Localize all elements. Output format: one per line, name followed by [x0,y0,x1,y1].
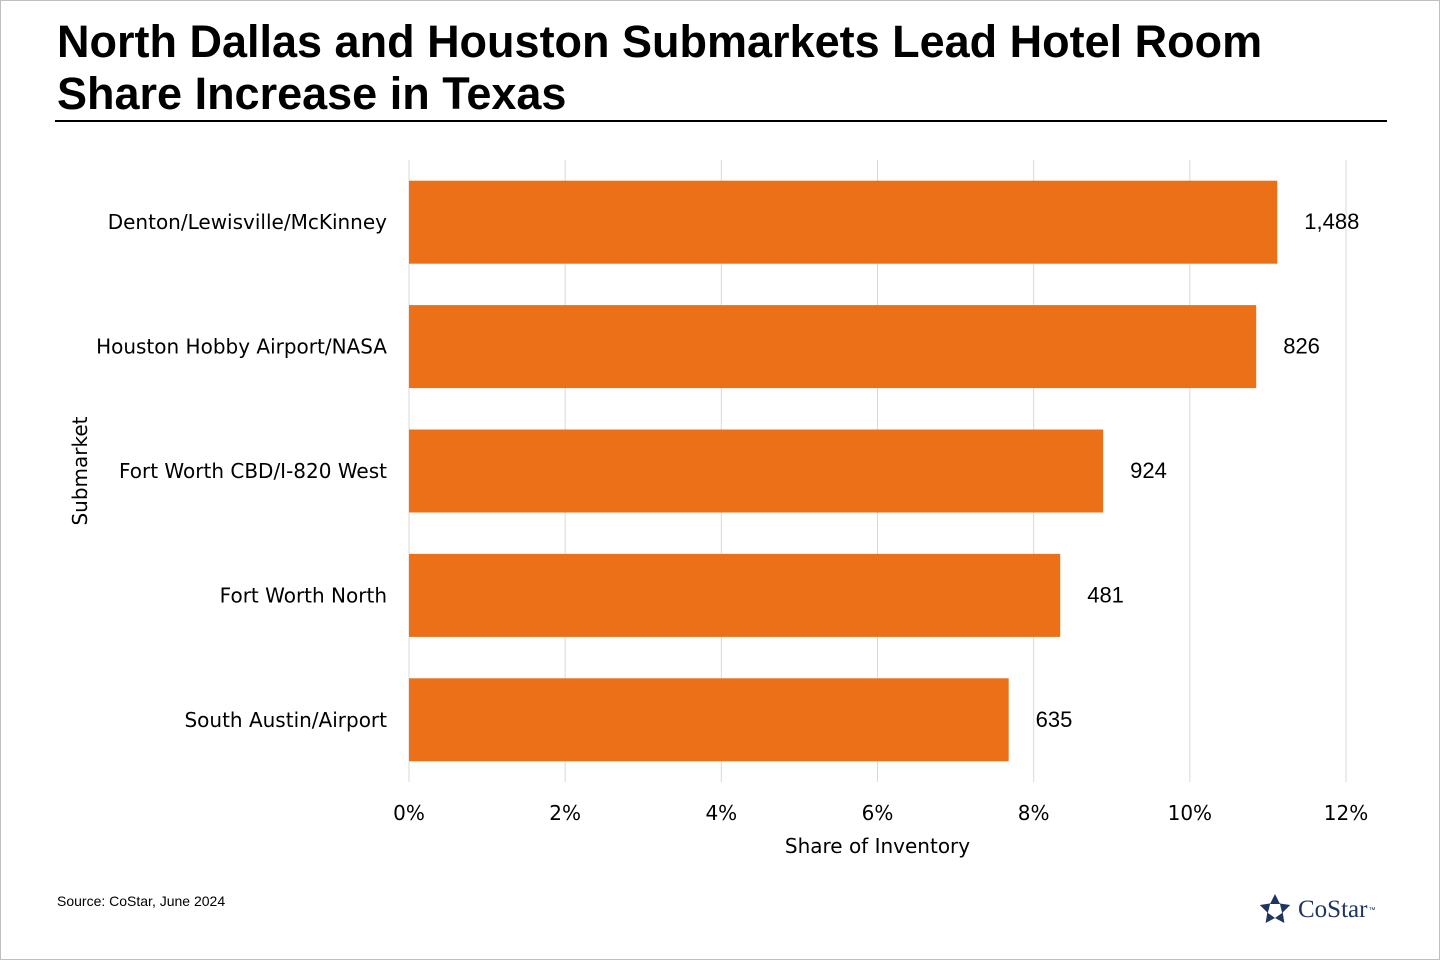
y-axis-title: Submarket [68,416,92,525]
x-tick-label: 0% [393,801,425,825]
x-tick-label: 10% [1168,801,1212,825]
category-label: Fort Worth North [220,583,387,607]
source-note: Source: CoStar, June 2024 [57,893,226,909]
trademark: ™ [1368,906,1376,914]
x-tick-label: 12% [1324,801,1368,825]
x-tick-label: 8% [1018,801,1050,825]
costar-logo: CoStar ™ [1258,892,1375,928]
x-tick-label: 2% [549,801,581,825]
bar [409,553,1061,637]
data-label: 1,488 [1304,209,1359,234]
bars [409,180,1278,762]
x-tick-label: 4% [705,801,737,825]
data-label: 635 [1036,707,1073,732]
x-tick-label: 6% [862,801,894,825]
costar-wordmark: CoStar [1298,896,1368,923]
bar [409,678,1009,762]
title-underline [55,120,1387,122]
data-label: 924 [1130,458,1167,483]
category-label: Houston Hobby Airport/NASA [96,335,387,359]
chart-title: North Dallas and Houston Submarkets Lead… [57,16,1263,119]
category-labels: Denton/Lewisville/McKinney Houston Hobby … [96,210,387,732]
category-label: Denton/Lewisville/McKinney [108,210,387,234]
bar [409,305,1257,389]
category-label: Fort Worth CBD/I-820 West [119,459,387,483]
x-axis-title: Share of Inventory [785,834,970,858]
category-label: South Austin/Airport [184,708,387,732]
bar [409,429,1104,513]
costar-star-icon [1259,894,1291,923]
bar [409,180,1278,264]
x-tick-labels: 0% 2% 4% 6% 8% 10% 12% [393,801,1368,825]
data-labels: 1,488 826 924 481 635 [1036,209,1360,732]
data-label: 826 [1283,334,1320,359]
data-label: 481 [1087,582,1124,607]
